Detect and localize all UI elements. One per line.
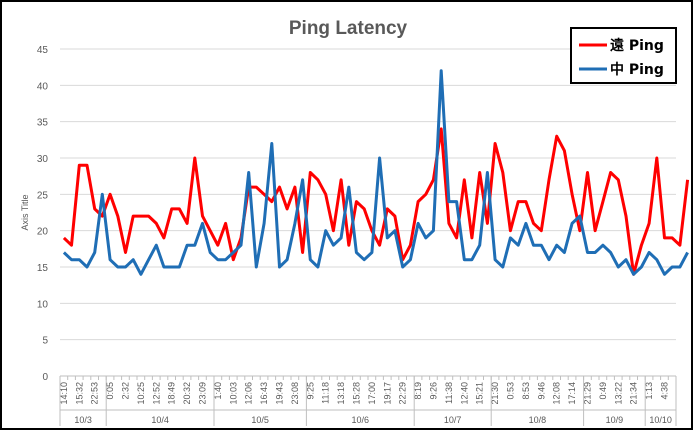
x-tick-label: 12:08: [552, 382, 562, 405]
y-tick-label: 15: [37, 263, 49, 274]
x-group-label: 10/7: [444, 415, 462, 425]
x-tick-label: 21:29: [582, 382, 592, 405]
x-tick-label: 22:53: [90, 382, 100, 405]
y-tick-label: 25: [37, 190, 49, 201]
y-tick-label: 0: [42, 372, 48, 383]
x-tick-label: 2:32: [120, 382, 130, 400]
series-line-0: [62, 127, 690, 276]
x-tick-label: 10:03: [228, 382, 238, 405]
x-tick-label: 17:00: [367, 382, 377, 405]
x-tick-label: 1:40: [213, 382, 223, 400]
x-tick-label: 4:38: [659, 382, 669, 400]
x-tick-label: 17:14: [567, 382, 577, 405]
legend: 遠 Ping 中 Ping: [570, 27, 677, 84]
chart-title: Ping Latency: [289, 18, 408, 39]
x-tick-label: 13:18: [336, 382, 346, 405]
y-tick-label: 5: [42, 336, 48, 347]
x-tick-label: 9:26: [428, 382, 438, 400]
x-group-label: 10/5: [251, 415, 269, 425]
x-tick-label: 21:30: [490, 382, 500, 405]
x-tick-label: 22:29: [398, 382, 408, 405]
y-tick-label: 10: [37, 299, 49, 310]
x-tick-label: 11:18: [321, 382, 331, 404]
x-tick-label: 16:43: [259, 382, 269, 405]
x-tick-label: 0:05: [105, 382, 115, 400]
x-tick-label: 1:13: [644, 382, 654, 400]
x-tick-label: 23:09: [197, 382, 207, 405]
y-axis-ticks: 0 5 10 15 20 25 30 35 40 45: [37, 45, 49, 383]
x-tick-label: 15:21: [475, 382, 485, 405]
legend-label-mid-ping: 中 Ping: [610, 61, 664, 78]
x-tick-label: 9:46: [536, 382, 546, 400]
legend-label-far-ping: 遠 Ping: [610, 37, 664, 54]
x-tick-label: 21:34: [629, 382, 639, 405]
x-tick-label: 0:49: [598, 382, 608, 400]
y-tick-label: 35: [37, 118, 49, 129]
y-tick-label: 40: [37, 81, 49, 92]
x-tick-label: 8:53: [521, 382, 531, 400]
x-tick-label: 15:28: [351, 382, 361, 405]
x-tick-label: 14:10: [59, 382, 69, 405]
x-tick-label: 9:25: [305, 382, 315, 400]
x-tick-label: 12:06: [244, 382, 254, 405]
x-group-label: 10/4: [151, 415, 169, 425]
x-axis: 14:10 15:32 22:53 0:05 2:32 10:25 12:52 18:49 20…: [59, 375, 677, 426]
x-group-label: 10/9: [606, 415, 624, 425]
y-tick-label: 20: [37, 227, 49, 238]
series-lines: [62, 69, 690, 276]
x-group-label: 10/3: [74, 415, 92, 425]
x-tick-label: 10:25: [136, 382, 146, 405]
x-tick-label: 20:32: [182, 382, 192, 405]
x-tick-label: 12:52: [151, 382, 161, 405]
x-tick-label: 13:22: [613, 382, 623, 405]
y-tick-label: 30: [37, 154, 49, 165]
x-tick-label: 0:53: [505, 382, 515, 400]
x-tick-label: 19:43: [274, 382, 284, 405]
x-tick-label: 19:17: [382, 382, 392, 405]
x-tick-label: 12:40: [459, 382, 469, 405]
x-tick-label: 11:38: [444, 382, 454, 404]
x-tick-label: 15:32: [74, 382, 84, 405]
x-group-label: 10/8: [529, 415, 547, 425]
x-group-label: 10/10: [649, 415, 672, 425]
legend-box: [570, 27, 677, 84]
y-tick-label: 45: [37, 45, 49, 56]
series-line-1: [62, 69, 689, 276]
x-tick-label: 23:08: [290, 382, 300, 405]
x-tick-label: 18:49: [167, 382, 177, 405]
x-tick-label: 8:19: [413, 382, 423, 400]
y-axis-title: Axis Title: [20, 194, 30, 230]
x-group-label: 10/6: [352, 415, 370, 425]
